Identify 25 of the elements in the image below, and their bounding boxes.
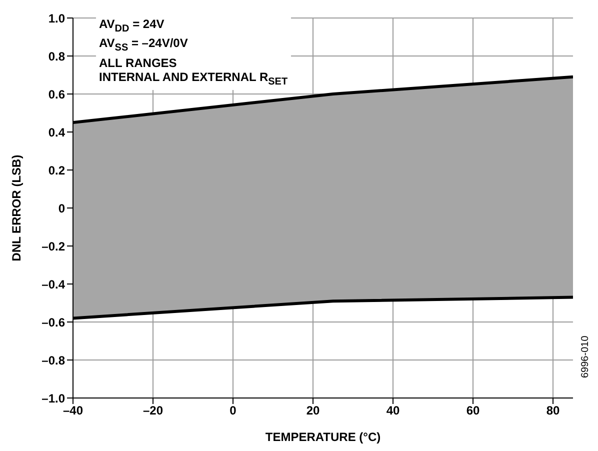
y-tick-label: 0.2	[48, 163, 66, 178]
annotation: AV$_{DD}$ = 24V	[99, 17, 166, 36]
y-axis-title: DNL ERROR (LSB)	[9, 154, 24, 262]
x-tick-label: 40	[386, 404, 400, 418]
text: 6996-010	[580, 336, 591, 378]
x-tick-label: –20	[142, 404, 164, 418]
y-tick-label: 0.6	[48, 87, 66, 102]
y-tick-label: –0.8	[42, 353, 66, 368]
x-axis-title: TEMPERATURE (°C)	[265, 430, 381, 444]
x-tick-label: 60	[466, 404, 480, 418]
annotation: ALL RANGES	[99, 56, 178, 70]
annotation: INTERNAL AND EXTERNAL R$_{SET}$	[99, 70, 288, 90]
x-tick-label: 20	[306, 404, 320, 418]
x-tick-label: –40	[62, 404, 84, 418]
y-tick-label: –0.2	[42, 239, 66, 254]
x-tick-label: 80	[546, 404, 560, 418]
y-tick-label: –0.4	[42, 277, 66, 292]
y-tick-label: –0.6	[42, 315, 66, 330]
y-tick-label: 0.8	[48, 49, 66, 64]
y-tick-label: 1.0	[48, 11, 66, 26]
annotation: AV$_{SS}$ = –24V/0V	[99, 36, 189, 56]
x-tick-label: 0	[230, 404, 237, 418]
y-tick-label: –1.0	[42, 391, 66, 406]
y-tick-label: 0.4	[48, 125, 66, 140]
y-tick-label: 0	[58, 201, 66, 216]
